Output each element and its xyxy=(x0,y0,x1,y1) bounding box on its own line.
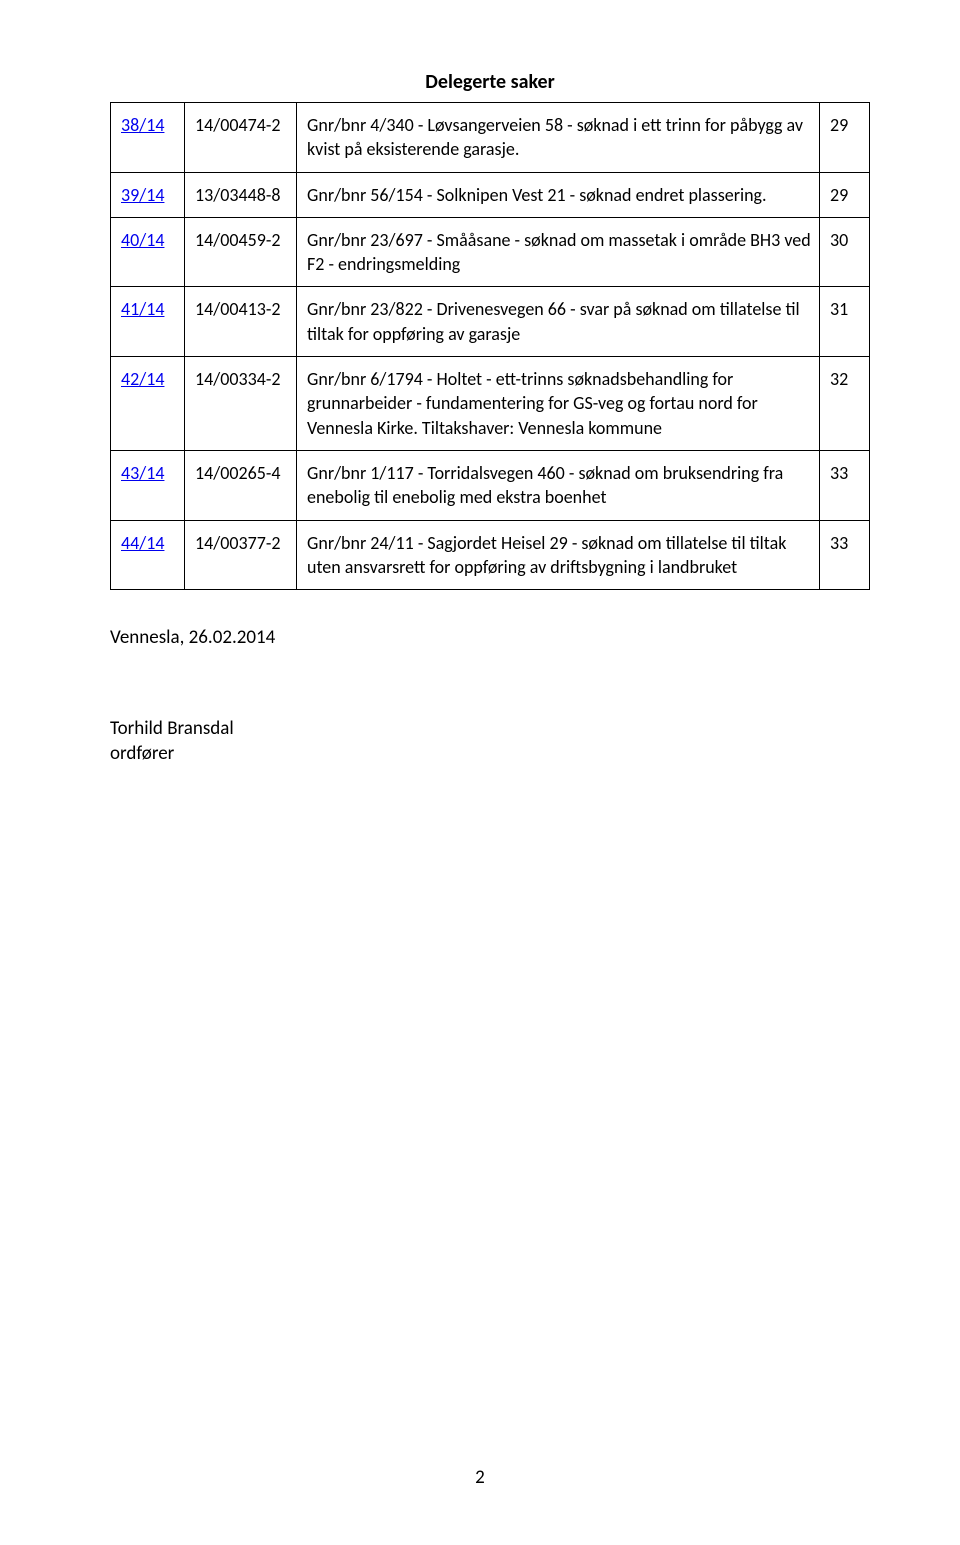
description-cell: Gnr/bnr 23/697 - Smååsane - søknad om ma… xyxy=(297,217,820,287)
page-ref-cell: 33 xyxy=(820,520,870,590)
page-ref-cell: 29 xyxy=(820,103,870,173)
journal-cell: 14/00413-2 xyxy=(185,287,297,357)
signature-title: ordfører xyxy=(110,742,870,765)
description-cell: Gnr/bnr 4/340 - Løvsangerveien 58 - søkn… xyxy=(297,103,820,173)
journal-cell: 13/03448-8 xyxy=(185,172,297,217)
table-row: 44/14 14/00377-2 Gnr/bnr 24/11 - Sagjord… xyxy=(111,520,870,590)
description-cell: Gnr/bnr 24/11 - Sagjordet Heisel 29 - sø… xyxy=(297,520,820,590)
journal-cell: 14/00459-2 xyxy=(185,217,297,287)
table-row: 38/14 14/00474-2 Gnr/bnr 4/340 - Løvsang… xyxy=(111,103,870,173)
case-number-link[interactable]: 41/14 xyxy=(121,298,164,320)
page-number: 2 xyxy=(0,1466,960,1489)
case-number-cell: 39/14 xyxy=(111,172,185,217)
case-number-cell: 43/14 xyxy=(111,450,185,520)
page-ref-cell: 31 xyxy=(820,287,870,357)
case-number-link[interactable]: 39/14 xyxy=(121,184,164,206)
case-number-link[interactable]: 42/14 xyxy=(121,368,164,390)
table-row: 41/14 14/00413-2 Gnr/bnr 23/822 - Driven… xyxy=(111,287,870,357)
journal-cell: 14/00377-2 xyxy=(185,520,297,590)
case-number-cell: 38/14 xyxy=(111,103,185,173)
case-number-link[interactable]: 40/14 xyxy=(121,229,164,251)
page-ref-cell: 32 xyxy=(820,357,870,451)
table-row: 43/14 14/00265-4 Gnr/bnr 1/117 - Torrida… xyxy=(111,450,870,520)
description-cell: Gnr/bnr 23/822 - Drivenesvegen 66 - svar… xyxy=(297,287,820,357)
case-number-link[interactable]: 38/14 xyxy=(121,114,164,136)
signature-name: Torhild Bransdal xyxy=(110,717,870,740)
cases-table: 38/14 14/00474-2 Gnr/bnr 4/340 - Løvsang… xyxy=(110,102,870,590)
case-number-cell: 42/14 xyxy=(111,357,185,451)
case-number-link[interactable]: 44/14 xyxy=(121,532,164,554)
page-title: Delegerte saker xyxy=(110,70,870,94)
journal-cell: 14/00474-2 xyxy=(185,103,297,173)
journal-cell: 14/00265-4 xyxy=(185,450,297,520)
table-row: 39/14 13/03448-8 Gnr/bnr 56/154 - Solkni… xyxy=(111,172,870,217)
page-ref-cell: 30 xyxy=(820,217,870,287)
description-cell: Gnr/bnr 56/154 - Solknipen Vest 21 - søk… xyxy=(297,172,820,217)
case-number-cell: 40/14 xyxy=(111,217,185,287)
case-number-cell: 41/14 xyxy=(111,287,185,357)
description-cell: Gnr/bnr 1/117 - Torridalsvegen 460 - søk… xyxy=(297,450,820,520)
table-row: 40/14 14/00459-2 Gnr/bnr 23/697 - Smååsa… xyxy=(111,217,870,287)
case-number-cell: 44/14 xyxy=(111,520,185,590)
page-ref-cell: 29 xyxy=(820,172,870,217)
case-number-link[interactable]: 43/14 xyxy=(121,462,164,484)
cases-table-body: 38/14 14/00474-2 Gnr/bnr 4/340 - Løvsang… xyxy=(111,103,870,590)
document-page: Delegerte saker 38/14 14/00474-2 Gnr/bnr… xyxy=(0,0,960,1545)
description-cell: Gnr/bnr 6/1794 - Holtet - ett-trinns søk… xyxy=(297,357,820,451)
document-date: Vennesla, 26.02.2014 xyxy=(110,626,870,649)
page-ref-cell: 33 xyxy=(820,450,870,520)
journal-cell: 14/00334-2 xyxy=(185,357,297,451)
table-row: 42/14 14/00334-2 Gnr/bnr 6/1794 - Holtet… xyxy=(111,357,870,451)
